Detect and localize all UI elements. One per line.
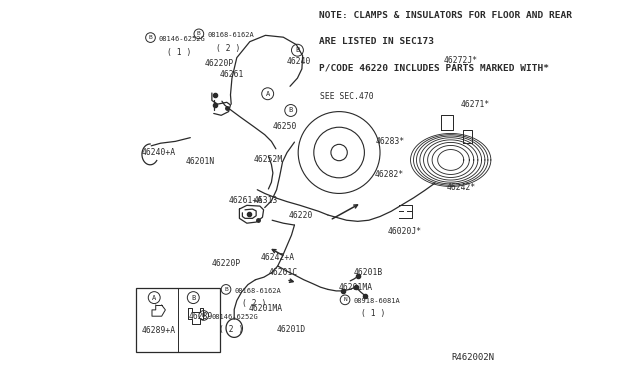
Text: B: B [295, 47, 300, 53]
Text: 46201N: 46201N [186, 157, 215, 166]
Text: B: B [289, 108, 293, 113]
Text: 08918-6081A: 08918-6081A [353, 298, 400, 304]
Text: 46220P: 46220P [212, 259, 241, 268]
Text: 46261+A: 46261+A [228, 196, 262, 205]
Text: 46271*: 46271* [461, 100, 490, 109]
Text: B: B [148, 35, 152, 40]
Text: 46240+A: 46240+A [141, 148, 175, 157]
Text: B: B [191, 295, 195, 301]
Text: 46242*: 46242* [446, 183, 476, 192]
Text: 46250: 46250 [272, 122, 296, 131]
Text: ( 1 ): ( 1 ) [167, 48, 191, 57]
Text: 08146-6252G: 08146-6252G [159, 36, 205, 42]
Text: P/CODE 46220 INCLUDES PARTS MARKED WITH*: P/CODE 46220 INCLUDES PARTS MARKED WITH* [319, 63, 548, 72]
Text: R462002N: R462002N [452, 353, 495, 362]
Text: 46289: 46289 [188, 312, 213, 321]
Text: 46201MA: 46201MA [249, 304, 284, 313]
Text: 46283*: 46283* [376, 137, 405, 146]
Text: 46201C: 46201C [268, 268, 298, 277]
Text: 46252M: 46252M [253, 155, 283, 164]
Text: 46240: 46240 [286, 57, 310, 66]
Text: 46201D: 46201D [276, 325, 306, 334]
Text: 46201MA: 46201MA [339, 283, 373, 292]
Text: 46220: 46220 [289, 211, 313, 220]
Text: ARE LISTED IN SEC173: ARE LISTED IN SEC173 [319, 37, 434, 46]
Text: 46220P: 46220P [204, 59, 234, 68]
Text: 46313: 46313 [253, 196, 278, 205]
Text: 08168-6162A: 08168-6162A [207, 32, 254, 38]
Text: 46261: 46261 [220, 70, 244, 79]
Text: 46242+A: 46242+A [260, 253, 294, 262]
Text: B: B [202, 313, 205, 318]
Text: ( 2 ): ( 2 ) [220, 325, 244, 334]
Text: 46020J*: 46020J* [387, 227, 422, 236]
Text: 46282*: 46282* [374, 170, 404, 179]
Text: A: A [152, 295, 156, 301]
Text: N: N [343, 297, 347, 302]
Bar [136, 288, 220, 352]
Text: B: B [197, 31, 201, 36]
Text: ( 2 ): ( 2 ) [216, 44, 240, 53]
Text: 46201B: 46201B [353, 268, 383, 277]
Text: ( 1 ): ( 1 ) [361, 309, 385, 318]
Text: 08146-6252G: 08146-6252G [212, 314, 259, 320]
Text: ( 2 ): ( 2 ) [242, 299, 266, 308]
Text: 46272J*: 46272J* [444, 56, 477, 65]
Text: 08168-6162A: 08168-6162A [234, 288, 281, 294]
Text: NOTE: CLAMPS & INSULATORS FOR FLOOR AND REAR: NOTE: CLAMPS & INSULATORS FOR FLOOR AND … [319, 11, 572, 20]
Text: B: B [224, 287, 228, 292]
Text: A: A [266, 91, 270, 97]
Text: SEE SEC.470: SEE SEC.470 [320, 92, 373, 101]
Text: 46289+A: 46289+A [141, 326, 175, 335]
